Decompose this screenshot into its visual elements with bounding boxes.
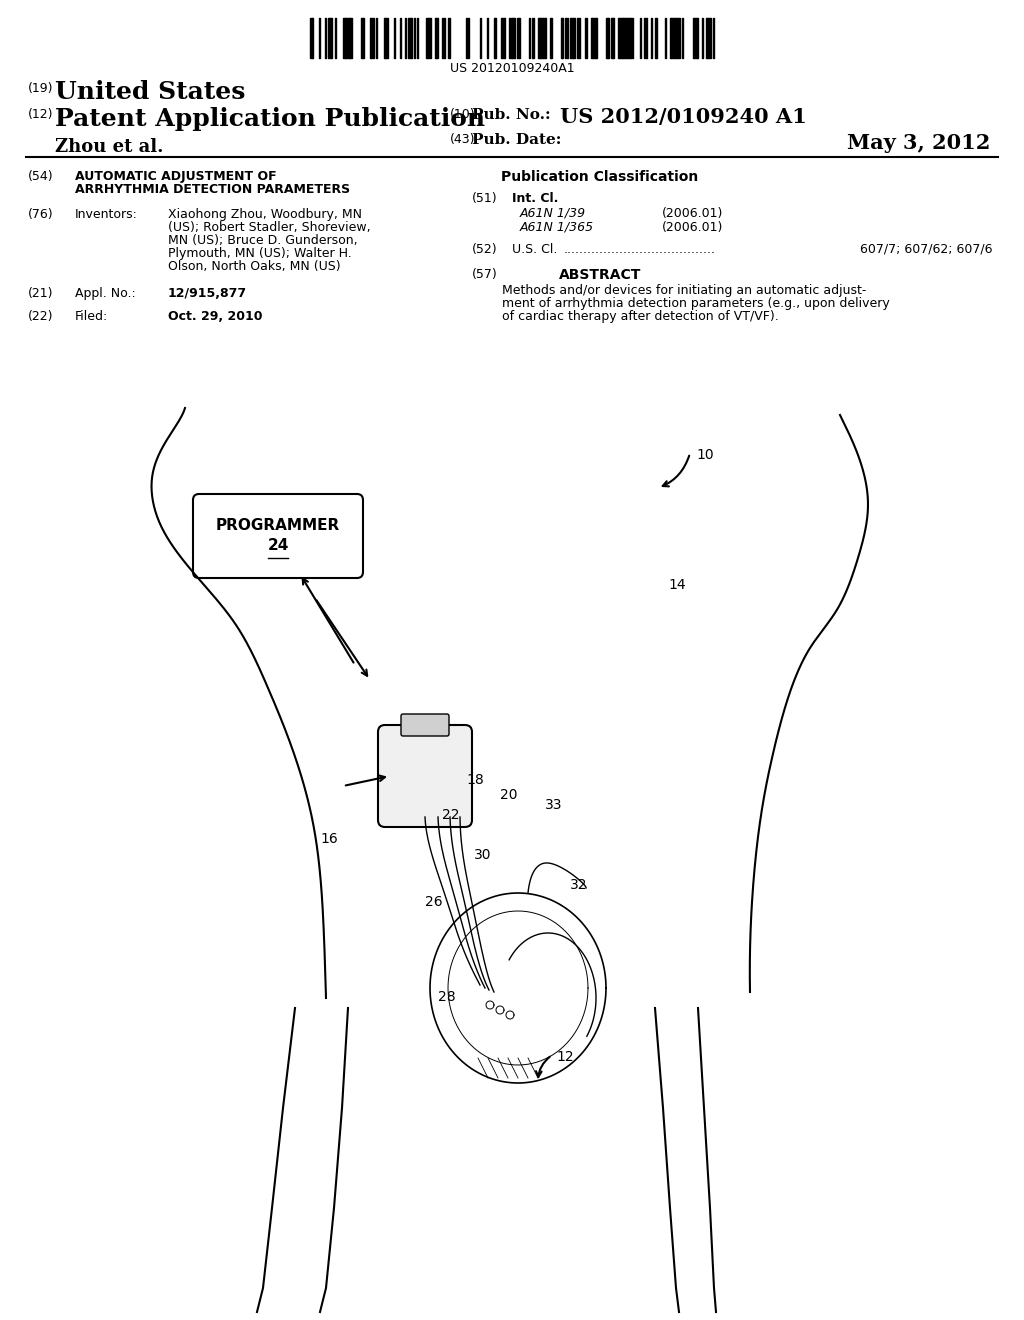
Text: (57): (57) — [472, 268, 498, 281]
Text: 26: 26 — [425, 895, 442, 909]
Text: Patent Application Publication: Patent Application Publication — [55, 107, 485, 131]
Text: Xiaohong Zhou, Woodbury, MN: Xiaohong Zhou, Woodbury, MN — [168, 209, 362, 220]
Text: Pub. Date:: Pub. Date: — [472, 133, 561, 147]
Text: AUTOMATIC ADJUSTMENT OF: AUTOMATIC ADJUSTMENT OF — [75, 170, 276, 183]
Text: (22): (22) — [28, 310, 53, 323]
Text: Oct. 29, 2010: Oct. 29, 2010 — [168, 310, 262, 323]
Text: (54): (54) — [28, 170, 53, 183]
Text: (10): (10) — [450, 108, 475, 121]
Text: Inventors:: Inventors: — [75, 209, 138, 220]
Text: 22: 22 — [442, 808, 460, 822]
Text: Olson, North Oaks, MN (US): Olson, North Oaks, MN (US) — [168, 260, 341, 273]
Text: United States: United States — [55, 81, 246, 104]
Text: (2006.01): (2006.01) — [662, 207, 723, 220]
Text: 607/7; 607/62; 607/6: 607/7; 607/62; 607/6 — [859, 243, 992, 256]
Text: 12/915,877: 12/915,877 — [168, 286, 247, 300]
Text: (2006.01): (2006.01) — [662, 220, 723, 234]
Text: 16: 16 — [321, 832, 338, 846]
Text: 24: 24 — [267, 539, 289, 553]
Text: 12: 12 — [556, 1049, 573, 1064]
Text: (19): (19) — [28, 82, 53, 95]
Text: (US); Robert Stadler, Shoreview,: (US); Robert Stadler, Shoreview, — [168, 220, 371, 234]
Text: Pub. No.:: Pub. No.: — [472, 108, 551, 121]
Text: MN (US); Bruce D. Gunderson,: MN (US); Bruce D. Gunderson, — [168, 234, 357, 247]
Text: US 2012/0109240 A1: US 2012/0109240 A1 — [560, 107, 807, 127]
Text: Zhou et al.: Zhou et al. — [55, 139, 164, 156]
Text: (21): (21) — [28, 286, 53, 300]
Text: May 3, 2012: May 3, 2012 — [847, 133, 990, 153]
Text: Appl. No.:: Appl. No.: — [75, 286, 136, 300]
Text: 33: 33 — [545, 799, 562, 812]
Text: Filed:: Filed: — [75, 310, 109, 323]
Text: (76): (76) — [28, 209, 53, 220]
Text: (51): (51) — [472, 191, 498, 205]
Text: US 20120109240A1: US 20120109240A1 — [450, 62, 574, 75]
Text: A61N 1/365: A61N 1/365 — [520, 220, 594, 234]
Text: (43): (43) — [450, 133, 475, 147]
Text: 28: 28 — [438, 990, 456, 1005]
Text: 32: 32 — [570, 878, 588, 892]
Text: 14: 14 — [668, 578, 686, 591]
Text: ABSTRACT: ABSTRACT — [559, 268, 641, 282]
Text: ARRHYTHMIA DETECTION PARAMETERS: ARRHYTHMIA DETECTION PARAMETERS — [75, 183, 350, 195]
Text: 10: 10 — [696, 447, 714, 462]
Text: PROGRAMMER: PROGRAMMER — [216, 519, 340, 533]
Text: (12): (12) — [28, 108, 53, 121]
Text: 18: 18 — [466, 774, 483, 787]
Text: Plymouth, MN (US); Walter H.: Plymouth, MN (US); Walter H. — [168, 247, 352, 260]
Text: of cardiac therapy after detection of VT/VF).: of cardiac therapy after detection of VT… — [502, 310, 778, 323]
FancyBboxPatch shape — [193, 494, 362, 578]
Text: Int. Cl.: Int. Cl. — [512, 191, 558, 205]
Text: 20: 20 — [500, 788, 517, 803]
Text: (52): (52) — [472, 243, 498, 256]
Text: U.S. Cl.: U.S. Cl. — [512, 243, 557, 256]
Text: ment of arrhythmia detection parameters (e.g., upon delivery: ment of arrhythmia detection parameters … — [502, 297, 890, 310]
Text: 30: 30 — [474, 847, 492, 862]
FancyBboxPatch shape — [378, 725, 472, 828]
Text: Publication Classification: Publication Classification — [502, 170, 698, 183]
Text: ......................................: ...................................... — [564, 243, 716, 256]
Text: A61N 1/39: A61N 1/39 — [520, 207, 586, 220]
FancyBboxPatch shape — [401, 714, 449, 737]
Text: Methods and/or devices for initiating an automatic adjust-: Methods and/or devices for initiating an… — [502, 284, 866, 297]
